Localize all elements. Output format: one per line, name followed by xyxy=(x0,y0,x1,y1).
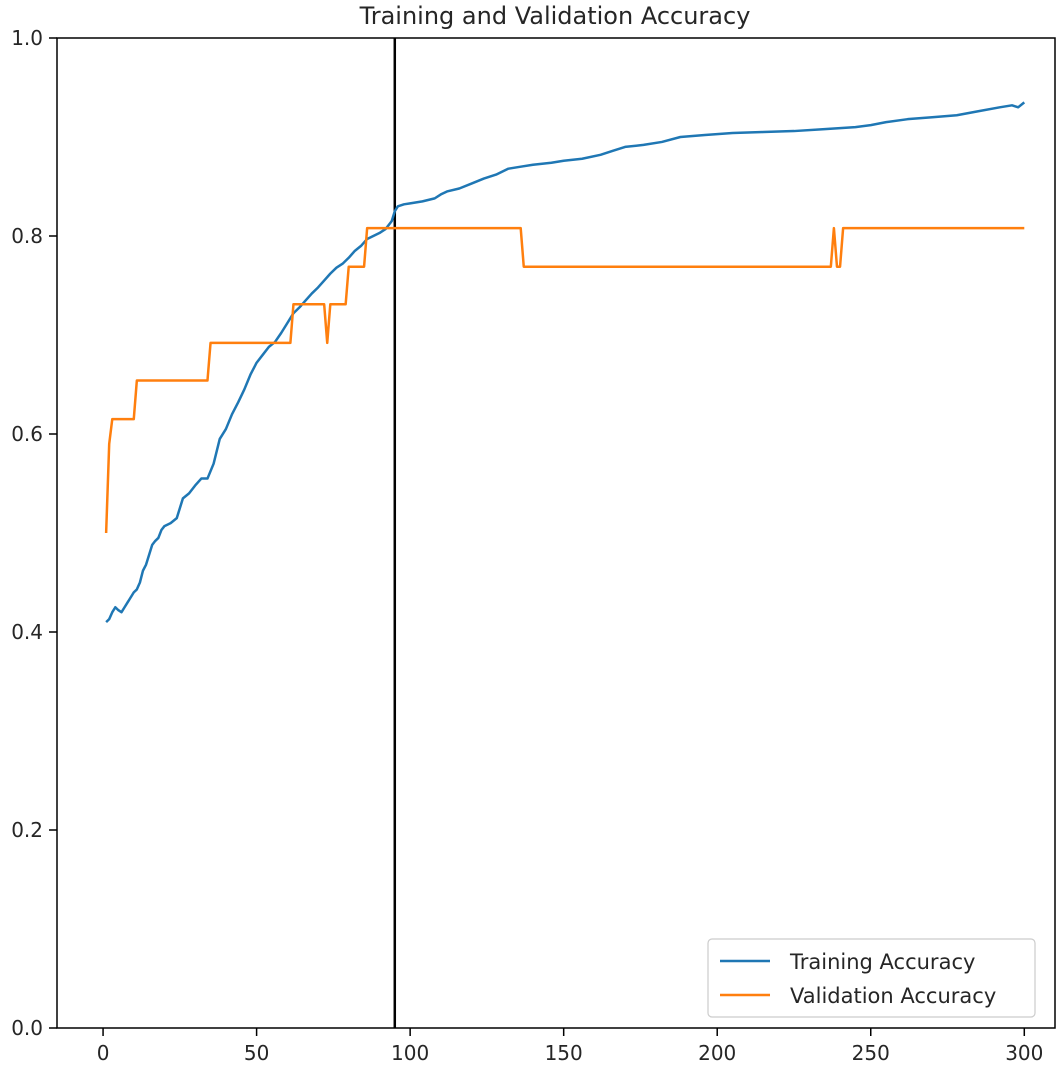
series-lines xyxy=(104,38,1026,1028)
x-tick-label: 100 xyxy=(391,1041,429,1065)
x-tick-label: 250 xyxy=(852,1041,890,1065)
x-tick-label: 200 xyxy=(698,1041,736,1065)
y-tick-label: 0.0 xyxy=(11,1016,43,1040)
y-tick-label: 0.4 xyxy=(11,620,43,644)
y-tick-label: 0.8 xyxy=(11,224,43,248)
y-tick-label: 1.0 xyxy=(11,26,43,50)
x-tick-label: 300 xyxy=(1005,1041,1043,1065)
x-tick-label: 50 xyxy=(244,1041,269,1065)
x-tick-label: 0 xyxy=(97,1041,110,1065)
x-tick-label: 150 xyxy=(545,1041,583,1065)
validation-accuracy-line xyxy=(104,226,1025,534)
legend-label-validation: Validation Accuracy xyxy=(790,984,996,1008)
legend: Training Accuracy Validation Accuracy xyxy=(707,938,1036,1018)
training-accuracy-line xyxy=(105,101,1026,623)
axes: 0 50 100 150 200 250 300 0.0 0.2 0.4 0.6 0.8 1.0 xyxy=(11,26,1056,1065)
plot-frame xyxy=(56,37,1056,1029)
legend-box xyxy=(707,938,1036,1018)
chart-title: Training and Validation Accuracy xyxy=(359,2,751,30)
legend-label-training: Training Accuracy xyxy=(789,950,975,974)
y-tick-label: 0.6 xyxy=(11,422,43,446)
y-tick-label: 0.2 xyxy=(11,818,43,842)
